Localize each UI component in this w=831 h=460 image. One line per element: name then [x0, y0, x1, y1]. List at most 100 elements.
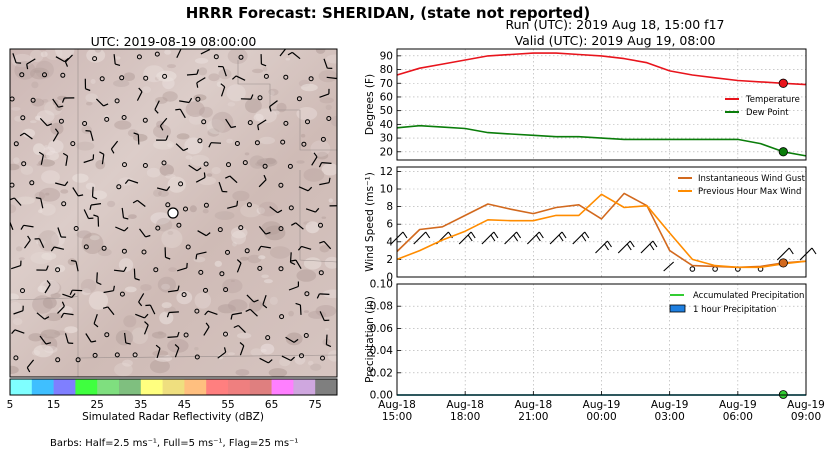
calm-wind-marker — [265, 335, 271, 341]
calm-wind-marker — [219, 271, 225, 277]
wind-barb-staff — [167, 336, 178, 338]
wind-barb-staff — [62, 293, 73, 298]
wind-barb-feather — [268, 359, 273, 364]
wind-barb-feather — [652, 240, 658, 248]
wind-barb-staff — [115, 226, 125, 232]
terrain-shade — [38, 187, 61, 202]
wind-barb-staff — [179, 100, 190, 104]
terrain-shade — [247, 254, 262, 264]
y-tick-label: 40 — [380, 119, 393, 131]
wind-barb-feather — [99, 151, 105, 155]
wind-barb-feather — [196, 69, 199, 75]
terrain-shade — [232, 190, 250, 202]
terrain-shade — [80, 279, 97, 293]
wind-barb-feather — [223, 347, 227, 353]
calm-wind-marker — [238, 54, 244, 60]
calm-wind-marker — [141, 249, 147, 255]
terrain-shade — [268, 88, 279, 96]
terrain-shade — [165, 174, 176, 179]
wind-barb-staff — [227, 205, 238, 209]
terrain-shade — [81, 125, 92, 134]
wind-barb-staff — [40, 154, 44, 165]
calm-wind-marker — [223, 331, 228, 337]
terrain-shade — [60, 189, 69, 194]
terrain-shade — [184, 137, 203, 155]
wind-barb-feather — [155, 344, 161, 349]
calm-wind-marker — [165, 202, 171, 208]
terrain-shade — [232, 241, 237, 247]
x-tick-time: 18:00 — [450, 411, 480, 423]
calm-wind-marker — [154, 51, 160, 57]
wind-barb-staff — [595, 240, 608, 254]
wind-barb-staff — [133, 268, 136, 279]
wind-barb-feather — [165, 256, 171, 260]
wind-barb-feather — [58, 105, 64, 108]
wind-barb-feather — [196, 167, 202, 172]
wind-barb-feather — [649, 243, 655, 251]
x-tick-time: 00:00 — [586, 411, 616, 423]
calm-wind-marker — [21, 161, 27, 167]
y-tick-label: 20 — [380, 146, 393, 158]
wind-barb-staff — [269, 206, 278, 214]
y-tick-label: 30 — [380, 133, 393, 145]
station-location-marker — [167, 207, 179, 219]
wind-barb-feather — [263, 174, 267, 180]
colorbar-tick-label: 75 — [309, 399, 322, 411]
terrain-shade — [10, 293, 19, 301]
terrain-shade — [151, 331, 167, 339]
wind-barb-feather — [236, 200, 239, 206]
terrain-shade — [127, 129, 138, 137]
wind-barb-feather — [195, 254, 198, 260]
run-time: Run (UTC): 2019 Aug 18, 15:00 f17 — [505, 17, 725, 32]
calm-wind-marker — [60, 72, 66, 78]
wind-barb-feather — [326, 344, 332, 348]
calm-wind-marker — [203, 161, 209, 167]
calm-wind-marker — [242, 160, 248, 166]
wind-barb-staff — [64, 333, 69, 344]
calm-wind-marker — [263, 73, 269, 79]
wind-barb-staff — [57, 305, 65, 314]
wind-barb-feather — [177, 285, 180, 291]
calm-wind-marker — [244, 248, 250, 254]
wind-barb-feather — [62, 152, 68, 157]
current-temperature-marker — [778, 78, 788, 88]
wind-barb-staff — [93, 314, 98, 324]
wind-barb-staff — [23, 224, 34, 228]
terrain-shade — [123, 72, 135, 81]
wind-barb-staff — [572, 231, 586, 245]
wind-barb-feather — [144, 321, 149, 326]
wind-barb-staff — [55, 182, 66, 187]
wind-barb-staff — [72, 187, 79, 197]
wind-barb-staff — [222, 66, 227, 77]
terrain-shade — [235, 369, 250, 376]
terrain-shade — [327, 350, 337, 362]
colorbar-frame — [9, 378, 338, 396]
legend-label: Instantaneous Wind Gust — [698, 174, 806, 184]
colorbar-label: Simulated Radar Reflectivity (dBZ) — [82, 411, 264, 423]
wind-barb-feather — [220, 83, 226, 88]
wind-barb-feather — [319, 240, 325, 244]
wind-barb-feather — [71, 293, 76, 298]
calm-wind-marker — [55, 267, 61, 273]
wind-barb-staff — [231, 312, 243, 316]
wind-barb-staff — [113, 269, 125, 272]
calm-wind-marker — [136, 54, 142, 60]
terrain-shade — [142, 86, 151, 93]
wind-barb-staff — [220, 86, 226, 97]
calm-wind-marker — [247, 120, 253, 126]
wind-barb-feather — [26, 63, 29, 70]
wind-barb-feather — [204, 310, 209, 316]
terrain-shade — [189, 205, 197, 213]
wind-barb-feather — [64, 181, 69, 186]
wind-barb-feather — [154, 109, 159, 114]
wind-barb-feather — [318, 162, 323, 168]
series-line — [396, 193, 807, 269]
calm-wind-marker — [122, 162, 127, 168]
calm-wind-marker — [194, 354, 200, 360]
calm-wind-marker — [114, 98, 120, 104]
wind-barb-staff — [13, 310, 24, 315]
wind-barb-staff — [258, 179, 267, 188]
terrain-shade — [255, 108, 277, 124]
terrain-shade — [208, 73, 220, 82]
wind-barb-staff — [156, 348, 161, 359]
